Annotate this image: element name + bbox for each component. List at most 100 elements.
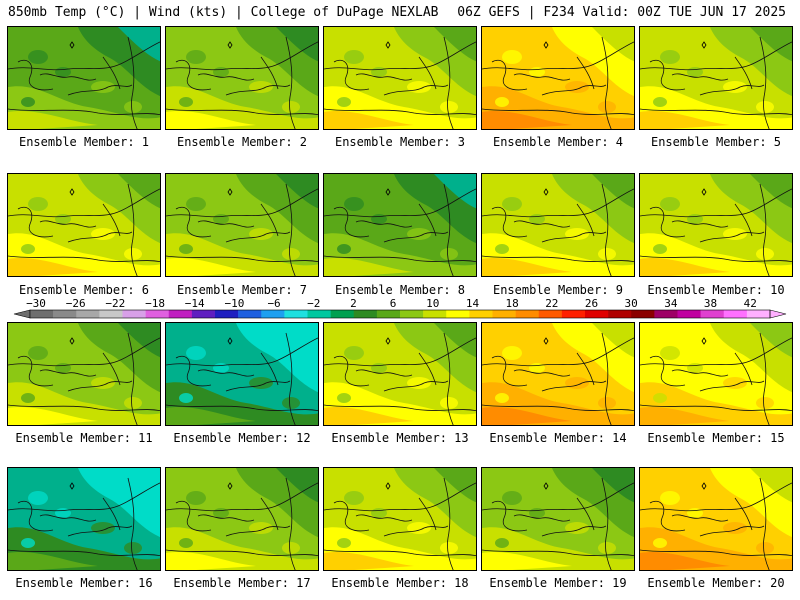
ensemble-member-label: Ensemble Member: 13 (331, 431, 469, 445)
temperature-map (482, 323, 634, 425)
colorbar-tick-label: 26 (585, 297, 598, 310)
ensemble-panel (7, 26, 161, 130)
ensemble-member-label: Ensemble Member: 15 (647, 431, 785, 445)
colorbar-segment (261, 310, 285, 318)
ensemble-panel (481, 173, 635, 277)
header-title: 850mb Temp (°C) | Wind (kts) | College o… (8, 5, 439, 20)
temperature-map (166, 174, 318, 276)
colorbar-segment (30, 310, 54, 318)
ensemble-panel (323, 322, 477, 426)
colorbar-tick-label: 38 (704, 297, 717, 310)
colorbar-tick-label: −22 (105, 297, 125, 310)
colorbar-segment (654, 310, 678, 318)
colorbar-tick-label: 30 (625, 297, 638, 310)
temperature-map (640, 468, 792, 570)
colorbar-segment (746, 310, 771, 318)
colorbar-tick-label: 6 (390, 297, 397, 310)
colorbar-segment (353, 310, 378, 318)
colorbar-right-arrow (769, 309, 787, 319)
colorbar-segment (76, 310, 100, 318)
colorbar-segment (53, 310, 77, 318)
ensemble-panel (639, 322, 793, 426)
colorbar-tick-label: −10 (224, 297, 244, 310)
colorbar-tick-label: −14 (185, 297, 205, 310)
ensemble-member-label: Ensemble Member: 20 (647, 576, 785, 590)
ensemble-panel (323, 26, 477, 130)
ensemble-member-label: Ensemble Member: 11 (15, 431, 153, 445)
temperature-map (324, 27, 476, 129)
colorbar-left-arrow (13, 309, 31, 319)
colorbar-segment (561, 310, 586, 318)
ensemble-member-label: Ensemble Member: 14 (489, 431, 627, 445)
temperature-map (324, 174, 476, 276)
colorbar-segment (515, 310, 540, 318)
temperature-map (166, 468, 318, 570)
ensemble-member-label: Ensemble Member: 1 (18, 135, 150, 149)
ensemble-member-label: Ensemble Member: 16 (15, 576, 153, 590)
ensemble-panel (165, 467, 319, 571)
colorbar-segment (492, 310, 516, 318)
colorbar-segment (423, 310, 447, 318)
temperature-map (482, 27, 634, 129)
colorbar-tick-label: 42 (744, 297, 757, 310)
ensemble-panel (639, 173, 793, 277)
colorbar-tick-label: 10 (426, 297, 439, 310)
ensemble-member-label: Ensemble Member: 17 (173, 576, 311, 590)
colorbar-tick-label: −2 (307, 297, 320, 310)
header-valid-time: 06Z GEFS | F234 Valid: 00Z TUE JUN 17 20… (457, 5, 786, 20)
colorbar-segment (99, 310, 123, 318)
colorbar-segment (538, 310, 563, 318)
temperature-map (482, 468, 634, 570)
ensemble-panel (165, 322, 319, 426)
colorbar-segment (376, 310, 401, 318)
colorbar-segment (700, 310, 725, 318)
colorbar-segment (631, 310, 655, 318)
colorbar-segment (284, 310, 308, 318)
colorbar-tick-label: 18 (506, 297, 519, 310)
temperature-map (640, 323, 792, 425)
ensemble-panel (323, 467, 477, 571)
ensemble-member-label: Ensemble Member: 2 (176, 135, 308, 149)
ensemble-panel (7, 322, 161, 426)
colorbar-tick-label: 34 (664, 297, 678, 310)
colorbar-tick-label: −26 (66, 297, 86, 310)
colorbar-segment (238, 310, 262, 318)
ensemble-panel (481, 467, 635, 571)
colorbar-segment (215, 310, 239, 318)
colorbar-tick-label: 22 (545, 297, 558, 310)
ensemble-panel (7, 173, 161, 277)
temperature-map (166, 323, 318, 425)
temperature-colorbar: −30 −26 −22 −18 −14 −10 −6 −2 2 6 10 14 18 22 26 30 34 38… (13, 297, 787, 319)
ensemble-member-label: Ensemble Member: 6 (18, 283, 150, 297)
ensemble-member-label: Ensemble Member: 7 (176, 283, 308, 297)
ensemble-panel (481, 322, 635, 426)
colorbar-segment (469, 310, 493, 318)
ensemble-member-label: Ensemble Member: 8 (334, 283, 466, 297)
ensemble-panel (639, 26, 793, 130)
colorbar-segment (122, 310, 146, 318)
colorbar-segment (400, 310, 424, 318)
ensemble-member-label: Ensemble Member: 3 (334, 135, 466, 149)
colorbar-segment (307, 310, 331, 318)
colorbar-tick-label: −18 (145, 297, 165, 310)
colorbar-segment (168, 310, 193, 318)
colorbar-segment (585, 310, 609, 318)
ensemble-member-label: Ensemble Member: 4 (492, 135, 624, 149)
ensemble-member-label: Ensemble Member: 19 (489, 576, 627, 590)
colorbar-tick-label: −6 (267, 297, 280, 310)
ensemble-member-label: Ensemble Member: 9 (492, 283, 624, 297)
ensemble-member-label: Ensemble Member: 10 (647, 283, 785, 297)
temperature-map (8, 323, 160, 425)
temperature-map (324, 323, 476, 425)
ensemble-member-label: Ensemble Member: 12 (173, 431, 311, 445)
colorbar-segment (330, 310, 355, 318)
colorbar-tick-label: 2 (350, 297, 357, 310)
ensemble-panel (7, 467, 161, 571)
colorbar-segment (677, 310, 701, 318)
ensemble-member-label: Ensemble Member: 18 (331, 576, 469, 590)
ensemble-panel (639, 467, 793, 571)
ensemble-panel (481, 26, 635, 130)
colorbar-segment (191, 310, 216, 318)
temperature-map (8, 27, 160, 129)
colorbar-segment (608, 310, 632, 318)
